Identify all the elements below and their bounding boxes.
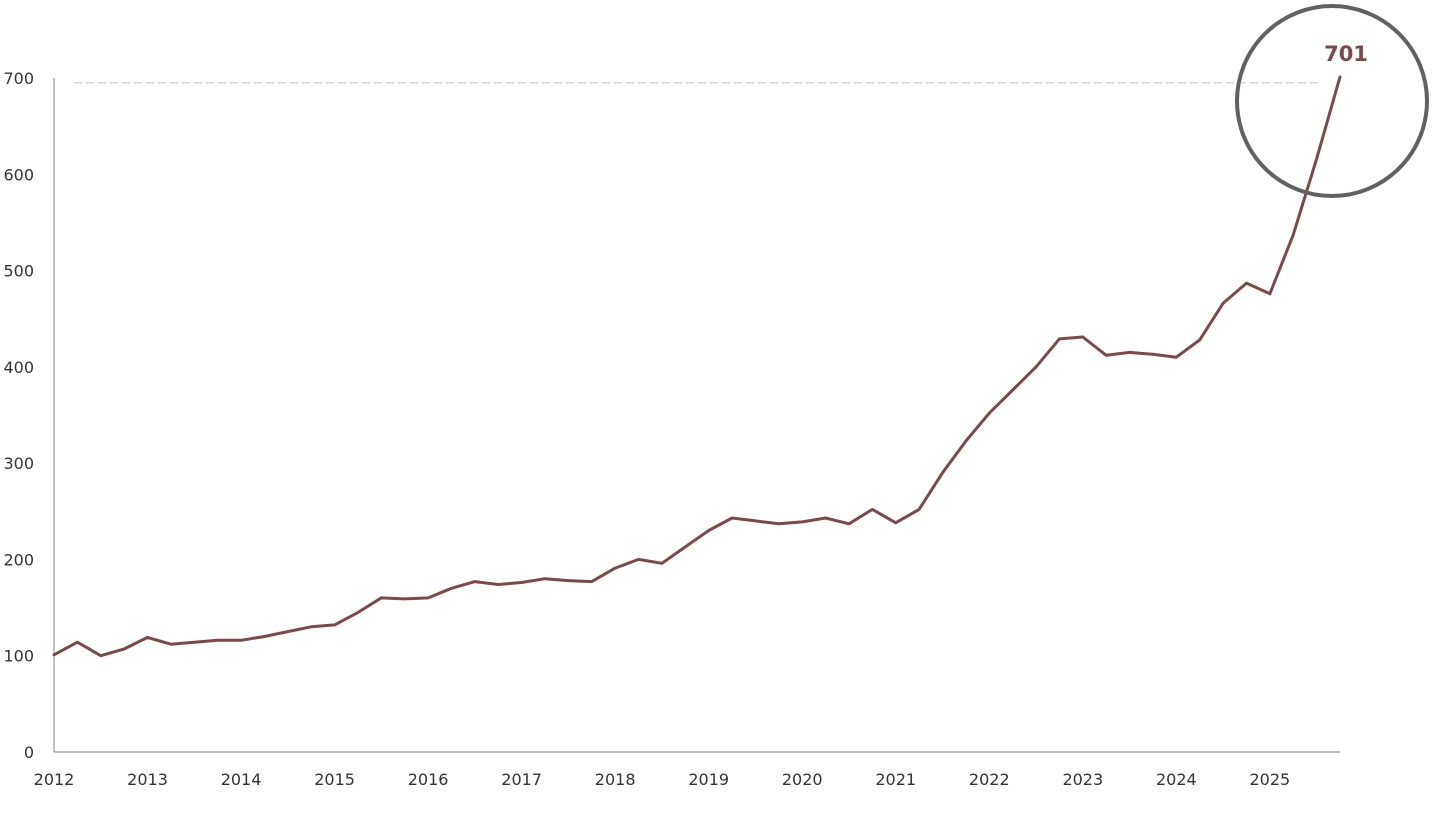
callout-value-label: 701 xyxy=(1324,42,1368,66)
data-point xyxy=(988,412,991,415)
data-point xyxy=(473,580,476,583)
x-tick-label: 2017 xyxy=(501,770,542,789)
data-point xyxy=(193,641,196,644)
data-point xyxy=(146,636,149,639)
series-line xyxy=(52,75,1342,658)
data-point xyxy=(941,471,944,474)
data-point xyxy=(894,521,897,524)
x-tick-label: 2020 xyxy=(782,770,823,789)
data-point xyxy=(614,567,617,570)
data-point xyxy=(76,641,79,644)
data-point xyxy=(1035,365,1038,368)
data-point xyxy=(707,529,710,532)
data-point xyxy=(1175,356,1178,359)
data-point xyxy=(216,639,219,642)
data-point xyxy=(53,653,56,656)
data-point xyxy=(169,643,172,646)
data-point xyxy=(871,508,874,511)
data-point xyxy=(333,623,336,626)
data-point xyxy=(754,519,757,522)
data-point xyxy=(1105,354,1108,357)
x-tick-label: 2023 xyxy=(1062,770,1103,789)
data-point xyxy=(1222,302,1225,305)
x-tick-labels: 2012 2013 2014 2015 2016 2017 2018 2019 2020 2021… xyxy=(34,770,1291,789)
highlight-circle xyxy=(1235,4,1429,199)
data-point xyxy=(240,639,243,642)
y-tick-label: 600 xyxy=(3,165,34,184)
data-point xyxy=(310,625,313,628)
data-point xyxy=(590,580,593,583)
y-tick-label: 700 xyxy=(3,69,34,88)
data-point xyxy=(263,635,266,638)
data-point xyxy=(286,630,289,633)
data-point xyxy=(1151,353,1154,356)
data-point xyxy=(1198,338,1201,341)
x-tick-label: 2019 xyxy=(688,770,729,789)
x-tick-label: 2025 xyxy=(1249,770,1290,789)
x-tick-label: 2014 xyxy=(221,770,262,789)
data-point xyxy=(777,522,780,525)
data-point xyxy=(1128,351,1131,354)
x-tick-label: 2012 xyxy=(34,770,75,789)
data-point xyxy=(497,583,500,586)
data-point xyxy=(567,579,570,582)
data-point xyxy=(1011,388,1014,391)
data-point xyxy=(1339,76,1342,79)
x-tick-label: 2024 xyxy=(1156,770,1197,789)
data-point xyxy=(544,577,547,580)
data-point xyxy=(380,596,383,599)
y-tick-labels: 0 100 200 300 400 500 600 700 xyxy=(3,69,34,762)
data-point xyxy=(356,611,359,614)
data-point xyxy=(403,597,406,600)
data-point xyxy=(964,439,967,442)
data-points xyxy=(53,76,1342,658)
data-point xyxy=(1315,157,1318,160)
data-point xyxy=(450,587,453,590)
data-point xyxy=(847,522,850,525)
y-tick-label: 100 xyxy=(3,647,34,666)
x-tick-label: 2013 xyxy=(127,770,168,789)
data-point xyxy=(99,654,102,657)
data-point xyxy=(123,647,126,650)
data-point xyxy=(684,545,687,548)
y-tick-label: 500 xyxy=(3,262,34,281)
y-tick-label: 200 xyxy=(3,550,34,569)
data-point xyxy=(520,581,523,584)
y-tick-label: 300 xyxy=(3,454,34,473)
data-point xyxy=(1268,292,1271,295)
x-tick-label: 2015 xyxy=(314,770,355,789)
data-point xyxy=(637,558,640,561)
data-point xyxy=(824,517,827,520)
data-point xyxy=(1081,336,1084,339)
x-tick-label: 2018 xyxy=(595,770,636,789)
y-tick-label: 0 xyxy=(24,743,34,762)
x-tick-label: 2022 xyxy=(969,770,1010,789)
x-tick-label: 2021 xyxy=(875,770,916,789)
data-point xyxy=(1058,337,1061,340)
data-point xyxy=(801,520,804,523)
data-point xyxy=(731,517,734,520)
data-point xyxy=(427,596,430,599)
data-point xyxy=(918,508,921,511)
data-point xyxy=(1245,282,1248,285)
x-tick-label: 2016 xyxy=(408,770,449,789)
data-point xyxy=(1292,233,1295,236)
y-tick-label: 400 xyxy=(3,358,34,377)
data-point xyxy=(660,562,663,565)
